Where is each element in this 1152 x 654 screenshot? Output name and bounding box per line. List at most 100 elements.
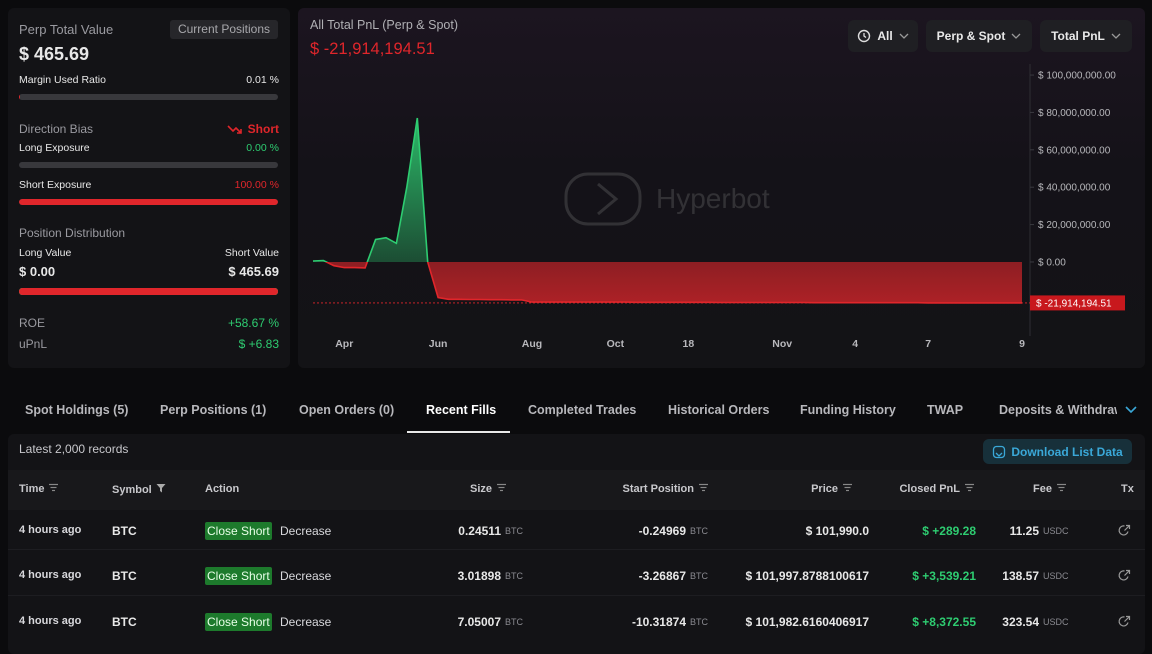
active-tab-indicator bbox=[407, 431, 510, 433]
label: Short Value bbox=[224, 247, 279, 259]
area-negative bbox=[313, 261, 1022, 303]
fee-unit: USDC bbox=[1043, 526, 1069, 536]
watermark: Hyperbot bbox=[564, 172, 770, 226]
current-value-badge-label: $ -21,914,194.51 bbox=[1036, 298, 1112, 309]
label: ROE bbox=[19, 316, 46, 330]
perp-total-value: $ 465.69 bbox=[19, 44, 90, 64]
x-tick-label: Oct bbox=[607, 338, 625, 350]
column-header[interactable]: Start Position bbox=[622, 483, 709, 495]
start-position-unit: BTC bbox=[690, 571, 708, 581]
filter-dropdown[interactable]: All bbox=[848, 20, 918, 52]
column-header-label: Closed PnL bbox=[899, 483, 960, 495]
closed-pnl: $ +289.28 bbox=[922, 524, 976, 538]
size: 3.01898 bbox=[457, 569, 501, 583]
tabs-more[interactable] bbox=[1124, 405, 1138, 415]
fee: 323.54 bbox=[1002, 615, 1039, 629]
table-header-row bbox=[8, 470, 1145, 510]
area-positive bbox=[313, 118, 428, 262]
column-header[interactable]: Symbol bbox=[112, 483, 166, 496]
sort-icon bbox=[694, 483, 709, 495]
tab[interactable]: Deposits & Withdraw bbox=[999, 403, 1117, 417]
tab[interactable]: TWAP bbox=[927, 403, 964, 417]
symbol: BTC bbox=[112, 524, 137, 538]
tab[interactable]: Perp Positions (1) bbox=[160, 403, 267, 417]
label: Direction Bias bbox=[19, 122, 94, 136]
tx-link[interactable] bbox=[1118, 524, 1131, 542]
tab[interactable]: Recent Fills bbox=[426, 403, 497, 417]
size-unit: BTC bbox=[505, 571, 523, 581]
action-tag: Close Short bbox=[205, 613, 272, 631]
trend-icon bbox=[227, 125, 242, 134]
x-tick-label: 9 bbox=[1019, 338, 1025, 350]
column-header[interactable]: Size bbox=[470, 483, 507, 495]
column-header: Tx bbox=[1121, 483, 1134, 495]
price: $ 101,990.0 bbox=[805, 524, 869, 538]
price: $ 101,997.8788100617 bbox=[745, 569, 869, 583]
chart-title: All Total PnL (Perp & Spot) bbox=[310, 18, 458, 32]
tx-link[interactable] bbox=[1118, 615, 1131, 633]
chevron bbox=[899, 33, 909, 39]
column-header-label: Price bbox=[811, 483, 838, 495]
start-position-unit: BTC bbox=[690, 526, 708, 536]
value: 0.00 % bbox=[246, 142, 279, 154]
clock-icon bbox=[858, 29, 871, 43]
column-header[interactable]: Price bbox=[811, 483, 853, 495]
tx-link[interactable] bbox=[1118, 569, 1131, 587]
price: $ 101,982.6160406917 bbox=[745, 615, 869, 629]
label: uPnL bbox=[19, 337, 48, 351]
current-positions-button[interactable]: Current Positions bbox=[170, 20, 278, 39]
fee-unit: USDC bbox=[1043, 571, 1069, 581]
time: 4 hours ago bbox=[19, 524, 82, 536]
download-icon bbox=[993, 445, 1006, 458]
column-header[interactable]: Closed PnL bbox=[899, 483, 975, 495]
column-header-label: Fee bbox=[1033, 483, 1052, 495]
tab[interactable]: Historical Orders bbox=[668, 403, 770, 417]
size-unit: BTC bbox=[505, 526, 523, 536]
sort-icon bbox=[960, 483, 975, 495]
bar-fill bbox=[19, 94, 21, 100]
y-tick-label: $ 100,000,000.00 bbox=[1038, 71, 1116, 82]
filter-label: Perp & Spot bbox=[936, 29, 1006, 43]
column-header[interactable]: Time bbox=[19, 483, 59, 495]
tab[interactable]: Funding History bbox=[800, 403, 896, 417]
line-negative bbox=[324, 261, 1022, 304]
x-tick-label: 18 bbox=[683, 338, 695, 350]
download-label: Download List Data bbox=[1011, 444, 1123, 459]
records-count: Latest 2,000 records bbox=[19, 442, 129, 456]
x-tick-label: 7 bbox=[925, 338, 931, 350]
start-position: -10.31874 bbox=[631, 615, 686, 629]
tab[interactable]: Spot Holdings (5) bbox=[25, 403, 129, 417]
y-tick-label: $ 80,000,000.00 bbox=[1038, 108, 1111, 119]
tab[interactable]: Open Orders (0) bbox=[299, 403, 395, 417]
value: $ +6.83 bbox=[238, 337, 279, 351]
chevron bbox=[1011, 33, 1021, 39]
closed-pnl: $ +3,539.21 bbox=[912, 569, 976, 583]
x-tick-label: Apr bbox=[335, 338, 353, 350]
size-unit: BTC bbox=[505, 617, 523, 627]
filter-dropdown[interactable]: Total PnL bbox=[1040, 20, 1132, 52]
column-header: Action bbox=[205, 483, 239, 495]
x-tick-label: Nov bbox=[772, 338, 792, 350]
action-tag: Close Short bbox=[205, 567, 272, 585]
symbol: BTC bbox=[112, 569, 137, 583]
value: $ 465.69 bbox=[228, 264, 279, 279]
label: Margin Used Ratio bbox=[19, 74, 106, 86]
closed-pnl: $ +8,372.55 bbox=[912, 615, 976, 629]
column-header-label: Symbol bbox=[112, 483, 152, 496]
column-header[interactable]: Fee bbox=[1033, 483, 1067, 495]
x-tick-label: Jun bbox=[429, 338, 448, 350]
value: $ 0.00 bbox=[19, 264, 56, 279]
x-tick-label: Aug bbox=[522, 338, 542, 350]
action: Decrease bbox=[280, 569, 332, 583]
value: 0.01 % bbox=[246, 74, 279, 86]
action: Decrease bbox=[280, 615, 332, 629]
filter-dropdown[interactable]: Perp & Spot bbox=[926, 20, 1032, 52]
download-button[interactable]: Download List Data bbox=[983, 439, 1132, 464]
tab[interactable]: Completed Trades bbox=[528, 403, 637, 417]
bar-fill bbox=[19, 288, 278, 295]
row-divider bbox=[8, 549, 1145, 550]
bar-track bbox=[19, 162, 278, 168]
y-tick-label: $ 0.00 bbox=[1038, 257, 1066, 268]
bar-fill bbox=[19, 199, 278, 205]
column-header-label: Tx bbox=[1121, 483, 1134, 495]
